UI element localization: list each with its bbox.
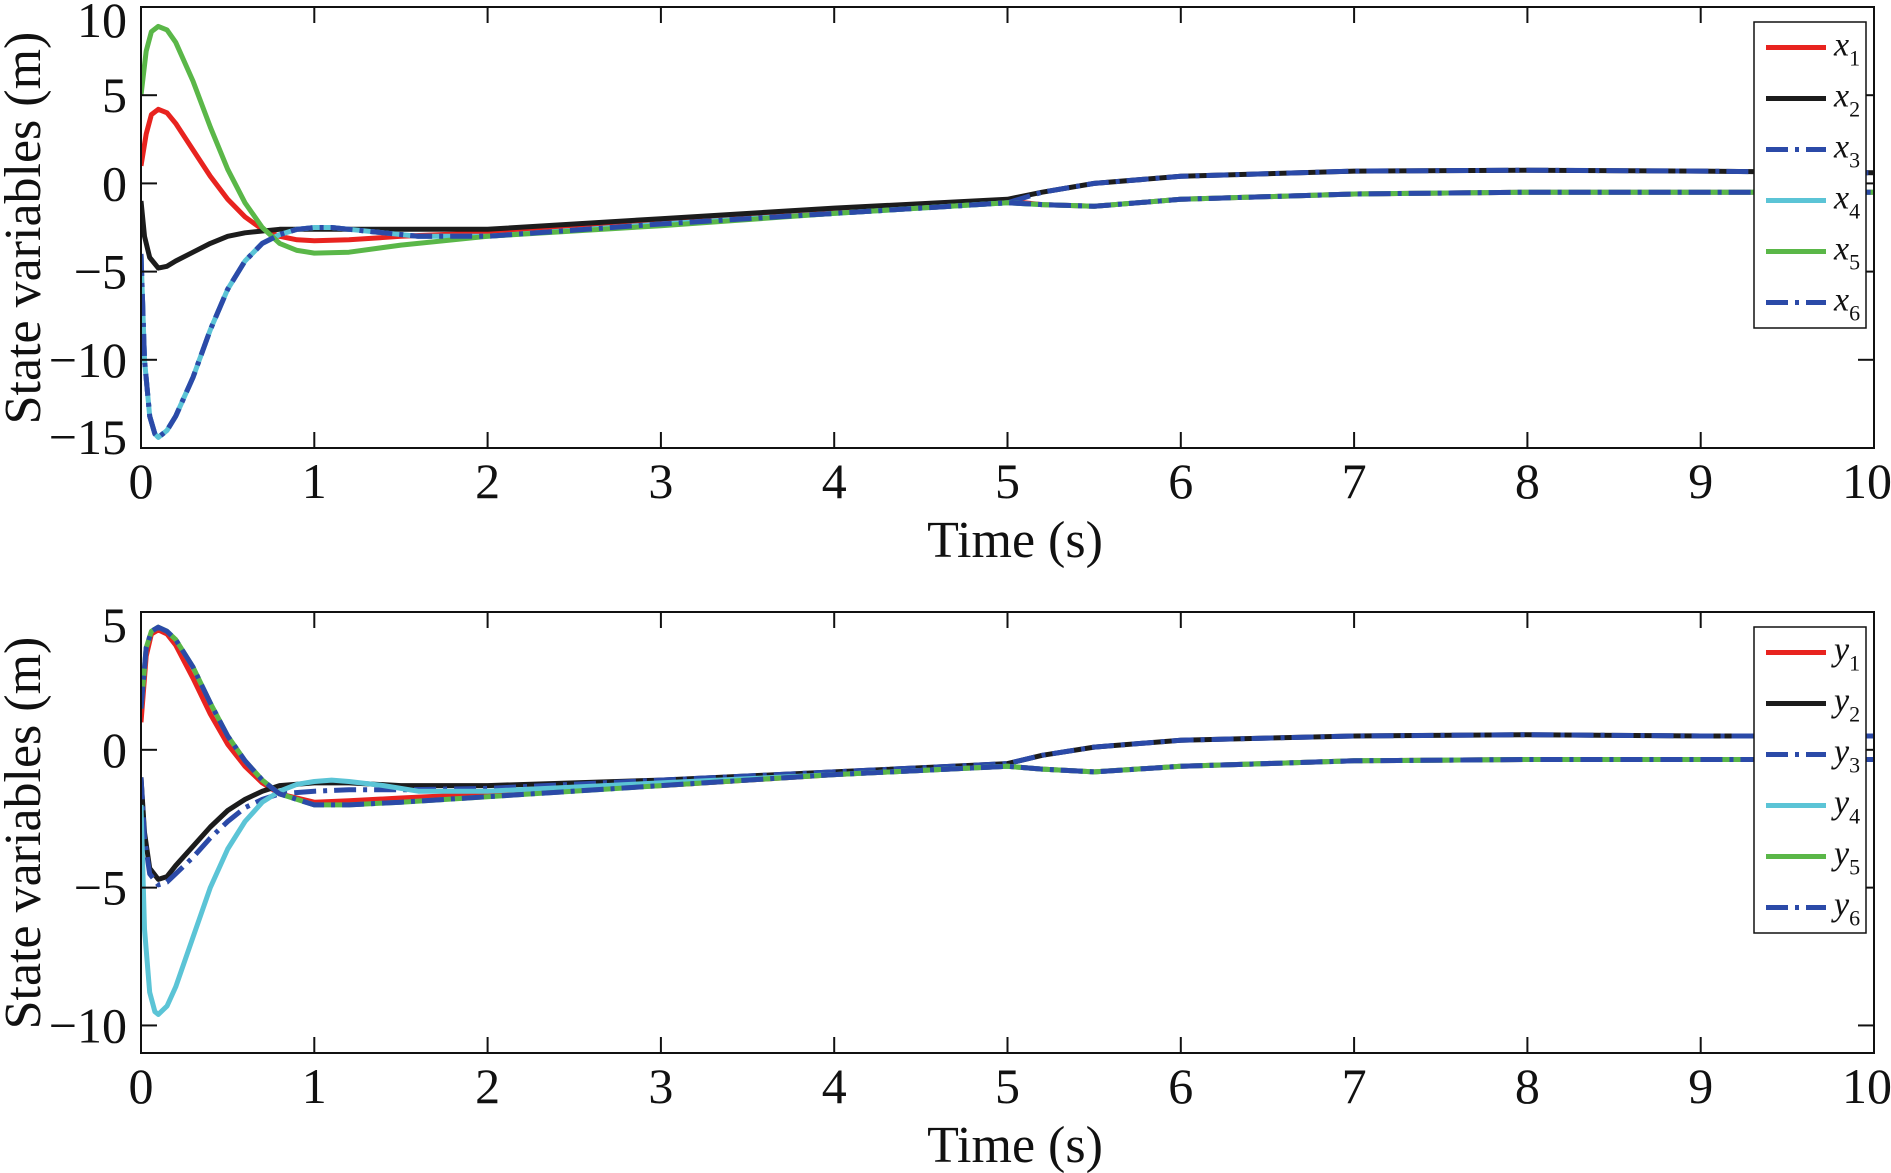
xtick-label: 6 [1168, 453, 1193, 509]
xtick-label: 7 [1342, 1058, 1367, 1114]
legend-subscript: 4 [1849, 199, 1860, 224]
ytick-labels-x-panel: 10 5 0 −5 −10 −15 [49, 0, 127, 465]
legend-label-x3: x3 [1833, 129, 1860, 173]
xtick-labels-y-panel: 0 1 2 3 4 5 6 7 8 9 10 [129, 1058, 1891, 1114]
xtick-label: 0 [129, 453, 154, 509]
plot-lines-x [141, 23, 1874, 440]
legend-subscript: 4 [1849, 804, 1860, 829]
ylabel-y-panel: State variables (m) [0, 637, 52, 1030]
legend-label-x2: x2 [1833, 78, 1860, 122]
legend-subscript: 1 [1849, 651, 1860, 676]
xtick-label: 2 [475, 1058, 500, 1114]
xtick-label: 0 [129, 1058, 154, 1114]
xtick-label: 1 [302, 453, 327, 509]
xtick-labels-x-panel: 0 1 2 3 4 5 6 7 8 9 10 [129, 453, 1891, 509]
xlabel-y-panel: Time (s) [927, 1117, 1103, 1173]
xtick-label: 8 [1515, 1058, 1540, 1114]
xtick-label: 3 [648, 1058, 673, 1114]
xtick-label: 2 [475, 453, 500, 509]
series-line-y6 [141, 624, 1874, 808]
series-line-x1 [141, 106, 1874, 244]
legend-box [1753, 21, 1867, 329]
ytick-label: −5 [74, 860, 127, 916]
ylabel-x-panel: State variables (m) [0, 32, 52, 425]
ytick-label: 5 [102, 67, 127, 123]
legend-subscript: 6 [1849, 906, 1860, 931]
xtick-label: 9 [1688, 453, 1713, 509]
series-line-y3 [141, 732, 1874, 888]
xtick-label: 5 [995, 453, 1020, 509]
panel-x-states: 0 1 2 3 4 5 6 7 8 9 10 10 5 0 −5 −10 −15 Time (s) State… [0, 0, 1891, 569]
xtick-label: 8 [1515, 453, 1540, 509]
series-line-x3 [141, 167, 1874, 440]
xtick-label: 7 [1342, 453, 1367, 509]
xlabel-x-panel: Time (s) [927, 512, 1103, 569]
series-line-y1 [141, 627, 1874, 805]
ytick-label: 10 [77, 0, 127, 48]
ytick-label: −10 [49, 997, 127, 1053]
legend-subscript: 5 [1849, 250, 1860, 275]
legend-subscript: 2 [1849, 702, 1860, 727]
ytick-label: 5 [102, 597, 127, 653]
xtick-label: 10 [1842, 453, 1891, 509]
xtick-label: 4 [822, 453, 847, 509]
series-line-x6 [141, 189, 1874, 440]
legend-box [1753, 626, 1867, 934]
ticks-y-panel [140, 611, 1875, 1053]
panel-y-states: 0 1 2 3 4 5 6 7 8 9 10 5 0 −5 −10 Time (s) State vari… [0, 597, 1891, 1173]
legend-subscript: 5 [1849, 855, 1860, 880]
ytick-label: 0 [102, 722, 127, 778]
ytick-label: 0 [102, 155, 127, 211]
legend-subscript: 1 [1849, 46, 1860, 71]
legend-subscript: 6 [1849, 301, 1860, 326]
series-line-y2 [141, 732, 1874, 882]
series-line-x2 [141, 167, 1874, 271]
plot-lines-y [141, 624, 1874, 1017]
legend-subscript: 3 [1849, 753, 1860, 778]
xtick-label: 5 [995, 1058, 1020, 1114]
ytick-labels-y-panel: 5 0 −5 −10 [49, 597, 127, 1053]
xtick-label: 9 [1688, 1058, 1713, 1114]
series-line-x5 [141, 23, 1874, 256]
plot-frame-y [140, 611, 1875, 1054]
series-line-y5 [141, 624, 1874, 808]
xtick-label: 4 [822, 1058, 847, 1114]
legend-subscript: 2 [1849, 97, 1860, 122]
legend-subscript: 3 [1849, 148, 1860, 173]
xtick-label: 10 [1842, 1058, 1891, 1114]
ytick-label: −15 [49, 409, 127, 465]
ytick-label: −10 [49, 332, 127, 388]
xtick-label: 6 [1168, 1058, 1193, 1114]
xtick-label: 1 [302, 1058, 327, 1114]
xtick-label: 3 [648, 453, 673, 509]
ytick-label: −5 [74, 244, 127, 300]
